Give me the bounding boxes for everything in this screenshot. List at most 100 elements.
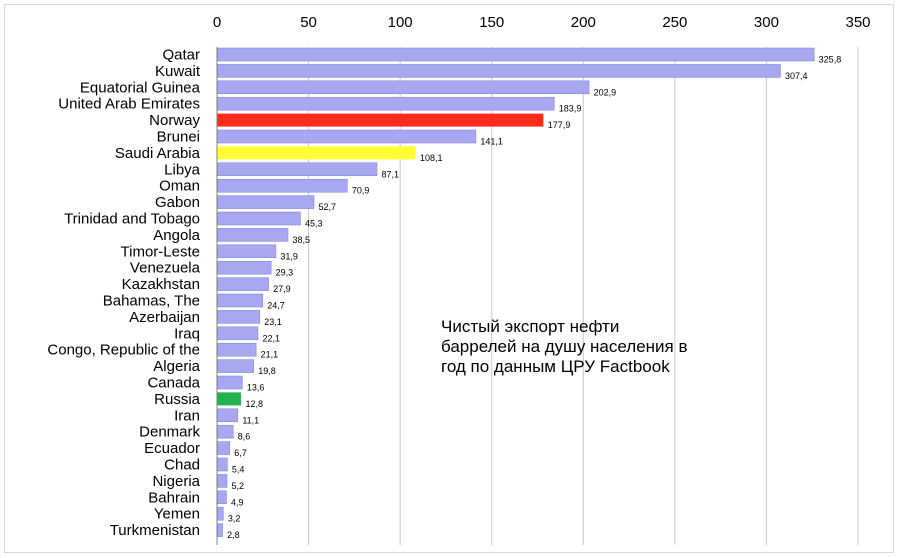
category-label-canada: Canada xyxy=(147,375,200,392)
bar-oman xyxy=(217,178,348,193)
category-label-turkmenistan: Turkmenistan xyxy=(110,522,200,539)
bar-venezuela xyxy=(217,260,272,275)
category-label-iran: Iran xyxy=(174,407,200,424)
data-label-algeria: 19,8 xyxy=(258,366,276,376)
bar-qatar xyxy=(217,47,815,62)
x-tick-label-250: 250 xyxy=(662,14,687,31)
category-label-azerbaijan: Azerbaijan xyxy=(129,309,200,326)
bar-brunei xyxy=(217,129,477,144)
bar-trinidad-and-tobago xyxy=(217,211,301,226)
category-label-united-arab-emirates: United Arab Emirates xyxy=(58,96,200,113)
data-label-venezuela: 29,3 xyxy=(276,268,294,278)
data-label-trinidad-and-tobago: 45,3 xyxy=(305,219,323,229)
bar-equatorial-guinea xyxy=(217,80,590,95)
bar-norway xyxy=(217,113,544,127)
bar-canada xyxy=(217,375,243,390)
data-label-iran: 11,1 xyxy=(242,415,259,425)
data-label-canada: 13,6 xyxy=(247,383,265,393)
bar-algeria xyxy=(217,359,255,373)
x-tick-label-100: 100 xyxy=(388,14,413,31)
category-label-qatar: Qatar xyxy=(162,47,200,64)
bar-nigeria xyxy=(217,474,228,488)
bar-iraq xyxy=(217,326,259,341)
data-label-congo-republic-of-the: 21,1 xyxy=(261,350,279,360)
category-label-brunei: Brunei xyxy=(157,129,200,146)
data-labels: 325,8 307,4 202,9 183,9 177,9 141,1 108,1 87,1 7… xyxy=(227,55,841,541)
x-axis-ticks: 0 50 100 150 200 250 300 350 xyxy=(213,14,871,31)
bar-timor-leste xyxy=(217,244,277,259)
data-label-ecuador: 6,7 xyxy=(234,448,247,458)
data-label-denmark: 8,6 xyxy=(238,432,251,442)
bar-angola xyxy=(217,228,289,242)
bar-turkmenistan xyxy=(217,523,223,537)
data-label-bahrain: 4,9 xyxy=(231,497,244,507)
category-label-venezuela: Venezuela xyxy=(130,260,201,277)
data-label-norway: 177,9 xyxy=(548,120,571,130)
bar-saudi-arabia xyxy=(217,146,416,160)
bar-ecuador xyxy=(217,441,231,455)
category-label-kuwait: Kuwait xyxy=(155,63,201,80)
data-label-libya: 87,1 xyxy=(382,169,400,179)
category-label-timor-leste: Timor-Leste xyxy=(121,243,200,260)
data-label-chad: 5,4 xyxy=(232,465,245,475)
data-label-angola: 38,5 xyxy=(293,235,311,245)
category-label-yemen: Yemen xyxy=(154,506,200,523)
category-label-gabon: Gabon xyxy=(155,194,200,211)
chart-frame xyxy=(4,4,894,553)
data-label-nigeria: 5,2 xyxy=(232,481,245,491)
bar-libya xyxy=(217,162,378,177)
category-label-saudi-arabia: Saudi Arabia xyxy=(115,145,201,162)
data-label-russia: 12,8 xyxy=(245,399,263,409)
bar-iran xyxy=(217,408,239,423)
annotation-line-1: Чистый экспорт нефти xyxy=(441,317,620,336)
category-label-libya: Libya xyxy=(164,161,201,178)
bar-kuwait xyxy=(217,64,781,78)
data-label-qatar: 325,8 xyxy=(819,55,842,65)
data-label-kuwait: 307,4 xyxy=(785,71,808,81)
category-label-norway: Norway xyxy=(149,112,200,129)
annotation-line-3: год по данным ЦРУ Factbook xyxy=(441,357,670,376)
bar-russia xyxy=(217,392,241,406)
category-label-ecuador: Ecuador xyxy=(144,440,200,457)
data-label-oman: 70,9 xyxy=(352,186,370,196)
data-label-turkmenistan: 2,8 xyxy=(227,530,240,540)
bar-kazakhstan xyxy=(217,277,269,291)
bar-denmark xyxy=(217,424,234,439)
x-tick-label-300: 300 xyxy=(754,14,779,31)
bar-yemen xyxy=(217,506,224,521)
chart-annotation: Чистый экспорт нефти баррелей на душу на… xyxy=(441,317,771,377)
category-label-oman: Oman xyxy=(159,178,200,195)
bar-congo-republic-of-the xyxy=(217,342,257,357)
category-label-russia: Russia xyxy=(154,391,201,408)
bar-azerbaijan xyxy=(217,310,261,324)
data-label-timor-leste: 31,9 xyxy=(280,251,298,261)
data-label-united-arab-emirates: 183,9 xyxy=(559,104,582,114)
annotation-line-2: баррелей на душу населения в xyxy=(441,337,688,356)
x-tick-label-200: 200 xyxy=(571,14,596,31)
bar-united-arab-emirates xyxy=(217,96,555,111)
data-label-yemen: 3,2 xyxy=(228,514,241,524)
data-label-kazakhstan: 27,9 xyxy=(273,284,291,294)
x-tick-label-0: 0 xyxy=(213,14,221,31)
data-label-bahamas-the: 24,7 xyxy=(267,301,285,311)
category-label-bahamas-the: Bahamas, The xyxy=(103,293,200,310)
x-tick-label-50: 50 xyxy=(300,14,317,31)
category-label-angola: Angola xyxy=(153,227,200,244)
category-label-denmark: Denmark xyxy=(139,424,200,441)
category-label-kazakhstan: Kazakhstan xyxy=(122,276,200,293)
category-label-trinidad-and-tobago: Trinidad and Tobago xyxy=(64,211,200,228)
data-label-equatorial-guinea: 202,9 xyxy=(594,87,617,97)
x-tick-label-350: 350 xyxy=(845,14,870,31)
category-label-iraq: Iraq xyxy=(174,325,200,342)
category-label-chad: Chad xyxy=(164,457,200,474)
bar-bahrain xyxy=(217,490,227,505)
category-label-congo-republic-of-the: Congo, Republic of the xyxy=(47,342,200,359)
bar-bahamas-the xyxy=(217,293,263,308)
x-tick-label-150: 150 xyxy=(479,14,504,31)
category-label-equatorial-guinea: Equatorial Guinea xyxy=(80,79,201,96)
category-label-bahrain: Bahrain xyxy=(148,489,200,506)
category-label-nigeria: Nigeria xyxy=(152,473,200,490)
data-label-saudi-arabia: 108,1 xyxy=(420,153,443,163)
data-label-azerbaijan: 23,1 xyxy=(264,317,282,327)
